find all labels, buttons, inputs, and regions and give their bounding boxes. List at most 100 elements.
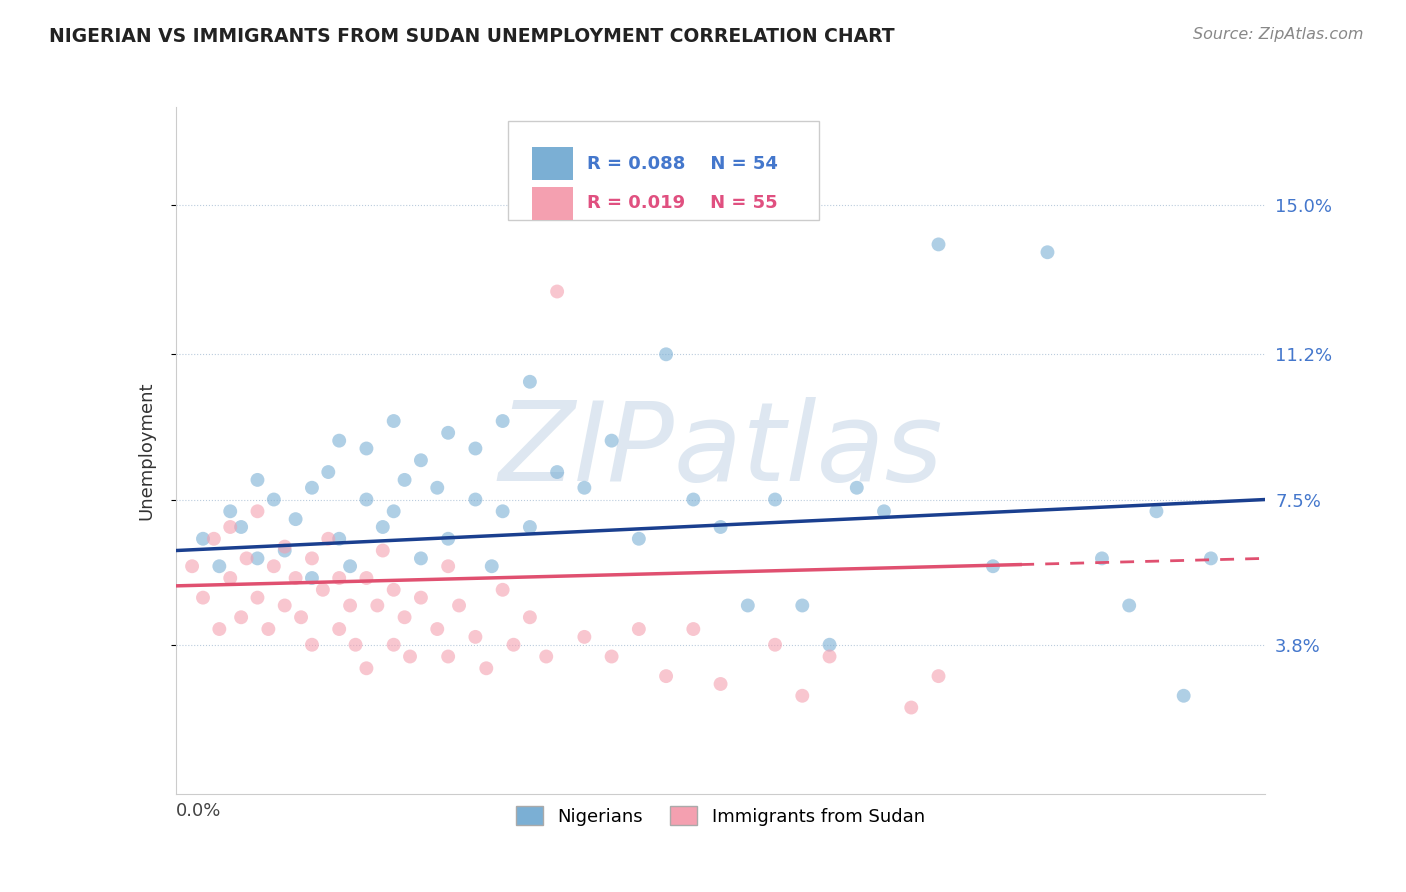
Point [426, 481, 449, 495]
Point [627, 532, 650, 546]
Point [519, 520, 541, 534]
Point [600, 649, 623, 664]
Point [763, 638, 786, 652]
Point [328, 622, 350, 636]
Text: Source: ZipAtlas.com: Source: ZipAtlas.com [1194, 27, 1364, 42]
Point [318, 532, 340, 546]
Point [409, 551, 432, 566]
Legend: Nigerians, Immigrants from Sudan: Nigerians, Immigrants from Sudan [509, 799, 932, 833]
Point [464, 630, 486, 644]
Point [1118, 599, 1140, 613]
Point [382, 638, 405, 652]
Point [235, 551, 257, 566]
Point [655, 347, 678, 361]
Point [356, 442, 378, 456]
Point [763, 492, 786, 507]
Point [792, 689, 814, 703]
Point [284, 571, 307, 585]
Point [246, 504, 269, 518]
Point [246, 551, 269, 566]
Point [627, 622, 650, 636]
Point [437, 649, 460, 664]
Point [492, 414, 515, 428]
Point [263, 492, 285, 507]
Point [873, 504, 896, 518]
Point [339, 599, 361, 613]
Point [492, 504, 515, 518]
Point [328, 532, 350, 546]
Point [202, 532, 225, 546]
Point [284, 512, 307, 526]
Point [502, 638, 524, 652]
Point [219, 504, 242, 518]
Point [290, 610, 312, 624]
Bar [531, 147, 574, 180]
Point [600, 434, 623, 448]
Point [447, 599, 470, 613]
Point [546, 285, 568, 299]
Point [208, 622, 231, 636]
Point [464, 442, 486, 456]
Text: ZIPatlas: ZIPatlas [498, 397, 943, 504]
Point [426, 622, 449, 636]
Point [928, 237, 950, 252]
Point [1173, 689, 1195, 703]
Point [475, 661, 498, 675]
Point [409, 453, 432, 467]
Point [301, 571, 323, 585]
Point [464, 492, 486, 507]
Point [191, 591, 214, 605]
Point [318, 465, 340, 479]
Point [301, 481, 323, 495]
Point [1036, 245, 1059, 260]
Point [1091, 551, 1114, 566]
Point [900, 700, 922, 714]
Point [399, 649, 422, 664]
Point [274, 540, 297, 554]
Point [301, 551, 323, 566]
Point [682, 492, 704, 507]
Point [246, 591, 269, 605]
Point [356, 661, 378, 675]
Point [710, 520, 733, 534]
Y-axis label: Unemployment: Unemployment [136, 381, 155, 520]
Point [312, 582, 335, 597]
Point [928, 669, 950, 683]
Point [382, 414, 405, 428]
Point [1144, 504, 1167, 518]
Point [366, 599, 388, 613]
Point [263, 559, 285, 574]
Point [437, 559, 460, 574]
Point [328, 571, 350, 585]
Point [382, 504, 405, 518]
Point [371, 543, 394, 558]
Point [394, 473, 416, 487]
Point [437, 425, 460, 440]
Point [818, 649, 841, 664]
Point [371, 520, 394, 534]
Point [181, 559, 204, 574]
Point [409, 591, 432, 605]
Point [737, 599, 759, 613]
Point [382, 582, 405, 597]
Point [301, 638, 323, 652]
Point [1199, 551, 1222, 566]
Point [519, 375, 541, 389]
Point [257, 622, 280, 636]
Point [546, 465, 568, 479]
Text: NIGERIAN VS IMMIGRANTS FROM SUDAN UNEMPLOYMENT CORRELATION CHART: NIGERIAN VS IMMIGRANTS FROM SUDAN UNEMPL… [49, 27, 894, 45]
Bar [531, 186, 574, 219]
Point [219, 571, 242, 585]
Point [818, 638, 841, 652]
Point [492, 582, 515, 597]
Point [655, 669, 678, 683]
Point [339, 559, 361, 574]
Point [437, 532, 460, 546]
Point [356, 571, 378, 585]
Point [231, 610, 253, 624]
Point [981, 559, 1004, 574]
Text: R = 0.088    N = 54: R = 0.088 N = 54 [586, 154, 778, 173]
Point [208, 559, 231, 574]
Point [574, 481, 596, 495]
Point [710, 677, 733, 691]
